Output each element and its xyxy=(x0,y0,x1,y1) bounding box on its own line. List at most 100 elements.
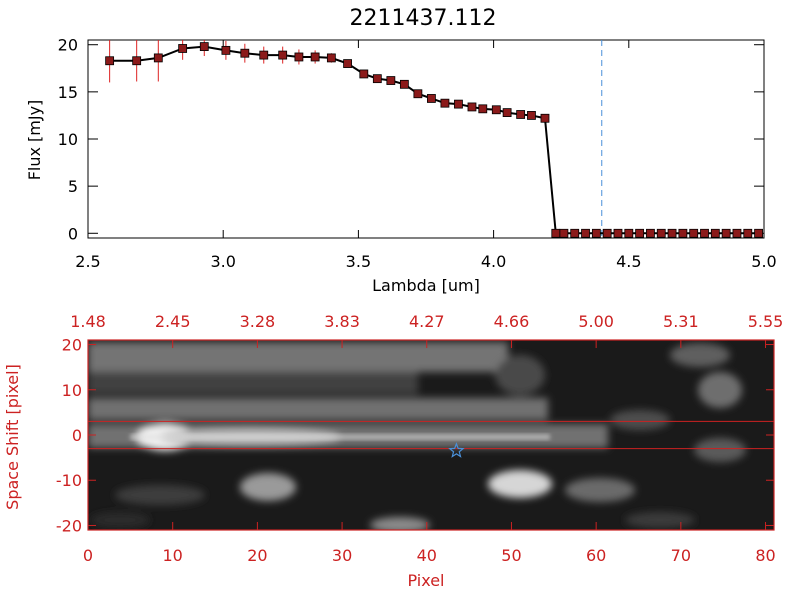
heatmap-y-tick-label: -20 xyxy=(56,516,82,535)
heatmap-x-tick-label: 30 xyxy=(332,546,352,565)
flux-data-point xyxy=(399,79,409,89)
flux-data-point xyxy=(502,108,512,117)
flux-plot-frame xyxy=(87,39,765,239)
flux-x-axis-label: Lambda [um] xyxy=(372,276,480,295)
flux-data-point xyxy=(602,228,612,238)
flux-data-point xyxy=(478,104,488,114)
heatmap-x-tick-label: 20 xyxy=(247,546,267,565)
heatmap-top-tick-label: 3.83 xyxy=(324,312,360,331)
flux-data-point xyxy=(386,76,396,85)
heatmap-image xyxy=(88,340,774,530)
heatmap-y-tick-label: 10 xyxy=(62,381,82,400)
flux-data-point xyxy=(278,50,288,60)
heatmap-x-tick-label: 40 xyxy=(417,546,437,565)
flux-data-point xyxy=(667,228,677,238)
heatmap-x-tick-label: 10 xyxy=(163,546,183,565)
flux-data-point xyxy=(646,228,655,238)
flux-x-tick-label: 2.5 xyxy=(75,252,100,271)
flux-y-tick-label: 5 xyxy=(68,177,78,196)
flux-data-point xyxy=(199,42,209,51)
flux-data-point xyxy=(559,228,569,238)
chart-title: 2211437.112 xyxy=(349,6,497,31)
flux-data-point xyxy=(259,50,269,60)
flux-markers xyxy=(105,42,763,238)
flux-data-point xyxy=(221,45,231,55)
flux-data-point xyxy=(454,99,463,109)
heatmap-x-tick-label: 60 xyxy=(586,546,606,565)
flux-data-point xyxy=(359,69,369,79)
flux-data-point xyxy=(540,113,550,123)
heatmap-top-tick-label: 2.45 xyxy=(155,312,191,331)
flux-x-ticks: 2.5 3.0 3.5 4.0 4.5 5.0 xyxy=(75,40,777,271)
flux-y-axis-label: Flux [mJy] xyxy=(25,100,44,181)
flux-data-point xyxy=(689,228,699,238)
flux-data-point xyxy=(491,105,501,115)
flux-data-point xyxy=(294,52,304,62)
heatmap-x-tick-label: 80 xyxy=(755,546,775,565)
flux-data-point xyxy=(132,56,142,66)
heatmap-top-tick-label: 3.28 xyxy=(240,312,276,331)
flux-data-point xyxy=(467,102,477,112)
heatmap-x-tick-label: 70 xyxy=(671,546,691,565)
flux-data-point xyxy=(624,228,634,238)
heatmap-y-axis-label: Space Shift [pixel] xyxy=(3,364,22,510)
flux-data-point xyxy=(613,228,623,238)
flux-data-point xyxy=(372,74,382,84)
flux-x-tick-label: 3.0 xyxy=(210,252,235,271)
flux-error-bars xyxy=(109,40,760,237)
flux-data-point xyxy=(516,110,526,119)
flux-data-point xyxy=(343,59,352,68)
flux-series-line xyxy=(109,45,759,235)
flux-y-ticks: 0 5 10 15 20 xyxy=(58,36,764,243)
flux-x-tick-label: 4.0 xyxy=(481,252,506,271)
heatmap-top-tick-label: 5.31 xyxy=(663,312,699,331)
heatmap-top-wavelength-ticks: 1.48 2.45 3.28 3.83 4.27 4.66 5.00 5.31 5.55 xyxy=(70,312,783,348)
flux-data-point xyxy=(440,98,450,108)
heatmap-x-tick-label: 50 xyxy=(501,546,521,565)
heatmap-top-tick-label: 4.66 xyxy=(494,312,530,331)
flux-x-tick-label: 3.5 xyxy=(346,252,371,271)
heatmap-y-tick-label: -10 xyxy=(56,471,82,490)
flux-data-point xyxy=(105,56,115,66)
flux-data-point xyxy=(551,228,561,238)
flux-data-point xyxy=(240,48,250,58)
flux-data-point xyxy=(527,111,536,120)
flux-data-point xyxy=(656,228,666,238)
flux-data-point xyxy=(743,228,753,238)
flux-y-tick-label: 15 xyxy=(58,83,78,102)
heatmap-y-tick-label: 20 xyxy=(62,336,82,355)
flux-data-point xyxy=(581,228,590,238)
heatmap-x-axis-label: Pixel xyxy=(407,571,444,590)
flux-y-tick-label: 10 xyxy=(58,130,78,149)
flux-data-point xyxy=(591,228,601,238)
flux-data-point xyxy=(178,44,188,53)
flux-data-point xyxy=(413,89,423,99)
spectrum-image-panel: 0 10 20 30 40 50 60 70 80 -20 -10 0 10 20 1.48 2.45 3.… xyxy=(3,312,783,590)
flux-data-point xyxy=(635,228,645,238)
heatmap-top-tick-label: 5.00 xyxy=(578,312,614,331)
flux-data-point xyxy=(754,228,763,238)
flux-data-point xyxy=(732,228,742,238)
flux-x-tick-label: 4.5 xyxy=(616,252,641,271)
flux-data-point xyxy=(700,228,709,238)
heatmap-top-tick-label: 5.55 xyxy=(748,312,784,331)
heatmap-x-ticks: 0 10 20 30 40 50 60 70 80 xyxy=(83,522,776,565)
flux-y-tick-label: 20 xyxy=(58,36,78,55)
heatmap-top-tick-label: 1.48 xyxy=(70,312,106,331)
heatmap-top-tick-label: 4.27 xyxy=(409,312,445,331)
flux-data-point xyxy=(678,228,688,238)
heatmap-y-tick-label: 0 xyxy=(72,426,82,445)
flux-x-tick-label: 5.0 xyxy=(751,252,776,271)
flux-data-point xyxy=(310,52,320,62)
flux-y-tick-label: 0 xyxy=(68,224,78,243)
source-position-star-icon xyxy=(448,442,465,458)
flux-data-point xyxy=(326,53,336,63)
flux-data-point xyxy=(710,228,720,238)
flux-data-point xyxy=(721,228,731,238)
flux-data-point xyxy=(153,53,163,63)
heatmap-x-tick-label: 0 xyxy=(83,546,93,565)
heatmap-y-ticks: -20 -10 0 10 20 xyxy=(56,336,774,535)
flux-data-point xyxy=(570,228,580,238)
